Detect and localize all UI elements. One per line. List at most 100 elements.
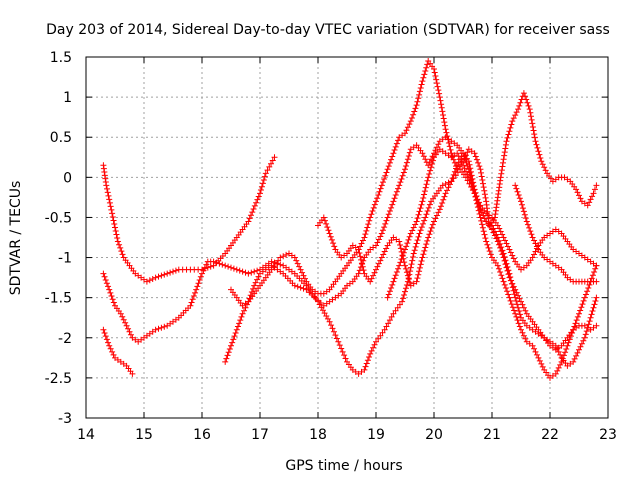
data-point-marker: [386, 317, 393, 324]
data-point-marker: [422, 156, 429, 163]
data-point-marker: [397, 245, 404, 252]
data-point-marker: [593, 262, 600, 269]
data-point-marker: [404, 272, 411, 279]
data-point-marker: [300, 285, 307, 292]
data-point-marker: [422, 214, 429, 221]
data-point-marker: [107, 345, 114, 352]
data-point-marker: [582, 291, 589, 298]
y-tick-label: 0.5: [50, 130, 72, 146]
data-point-marker: [392, 272, 399, 279]
data-point-marker: [498, 248, 505, 255]
data-point-marker: [453, 165, 460, 172]
data-point-marker: [593, 294, 600, 301]
data-point-marker: [277, 254, 284, 261]
data-point-marker: [257, 190, 263, 197]
data-point-marker: [485, 244, 492, 251]
data-point-marker: [406, 233, 413, 240]
data-point-marker: [231, 333, 238, 340]
data-point-marker: [254, 267, 261, 274]
data-point-marker: [203, 261, 210, 268]
data-point-marker: [574, 189, 581, 196]
data-point-marker: [503, 138, 510, 145]
data-point-marker: [413, 102, 420, 109]
data-point-marker: [424, 237, 431, 244]
data-point-marker: [573, 317, 580, 324]
data-point-marker: [402, 246, 408, 253]
data-point-marker: [415, 271, 422, 278]
data-point-marker: [402, 285, 409, 292]
data-point-marker: [506, 274, 513, 281]
data-point-marker: [528, 231, 535, 238]
data-point-marker: [243, 301, 250, 308]
data-point-marker: [476, 163, 483, 170]
data-point-marker: [397, 241, 404, 248]
data-point-marker: [389, 201, 396, 208]
data-point-marker: [228, 264, 234, 271]
data-point-marker: [397, 259, 404, 266]
data-point-marker: [390, 150, 397, 157]
data-point-marker: [119, 251, 126, 258]
data-point-marker: [201, 264, 208, 271]
data-point-marker: [375, 191, 382, 198]
data-point-marker: [388, 204, 395, 211]
data-point-marker: [497, 244, 504, 251]
data-point-marker: [373, 338, 379, 345]
data-point-marker: [531, 251, 538, 258]
data-point-marker: [332, 332, 339, 339]
data-point-marker: [366, 354, 373, 361]
data-point-marker: [473, 193, 480, 200]
data-point-marker: [106, 199, 113, 206]
data-point-marker: [502, 145, 509, 152]
data-point-marker: [362, 363, 369, 370]
data-point-marker: [512, 182, 519, 189]
data-point-marker: [371, 341, 378, 348]
data-point-marker: [103, 336, 110, 343]
data-point-marker: [467, 168, 474, 175]
data-point-marker: [330, 328, 337, 335]
data-point-marker: [502, 141, 509, 148]
data-point-marker: [498, 170, 505, 177]
data-point-marker: [378, 230, 385, 237]
data-point-marker: [477, 166, 484, 173]
data-point-marker: [381, 224, 388, 231]
data-point-marker: [367, 278, 374, 285]
data-point-marker: [418, 81, 425, 88]
y-tick-label: 1: [63, 90, 72, 106]
data-point-marker: [236, 320, 243, 327]
data-point-marker: [101, 273, 108, 280]
data-point-marker: [371, 269, 378, 276]
data-point-marker: [402, 166, 408, 173]
data-point-marker: [519, 301, 526, 308]
data-point-marker: [560, 352, 567, 359]
data-point-marker: [407, 118, 414, 125]
data-point-marker: [389, 153, 396, 160]
data-point-marker: [381, 175, 388, 182]
data-point-marker: [518, 198, 524, 205]
data-point-marker: [388, 313, 395, 320]
data-point-marker: [187, 302, 194, 309]
data-point-marker: [326, 318, 333, 325]
data-point-marker: [471, 150, 478, 157]
data-point-marker: [462, 168, 469, 175]
data-point-marker: [108, 206, 115, 213]
data-point-marker: [531, 345, 538, 352]
data-point-marker: [473, 156, 480, 163]
data-point-marker: [472, 153, 479, 160]
data-point-marker: [338, 345, 345, 352]
data-point-marker: [158, 324, 165, 331]
data-point-marker: [247, 212, 254, 219]
data-point-marker: [587, 196, 594, 203]
data-point-marker: [504, 267, 511, 274]
data-point-marker: [536, 357, 543, 364]
data-point-marker: [522, 93, 529, 100]
data-point-marker: [526, 106, 533, 113]
data-point-marker: [420, 153, 427, 160]
data-point-marker: [335, 338, 342, 345]
data-point-marker: [593, 278, 600, 285]
data-point-marker: [300, 272, 307, 279]
data-point-marker: [248, 269, 255, 276]
data-point-marker: [375, 236, 382, 243]
data-point-marker: [246, 215, 253, 222]
data-point-marker: [396, 238, 403, 245]
